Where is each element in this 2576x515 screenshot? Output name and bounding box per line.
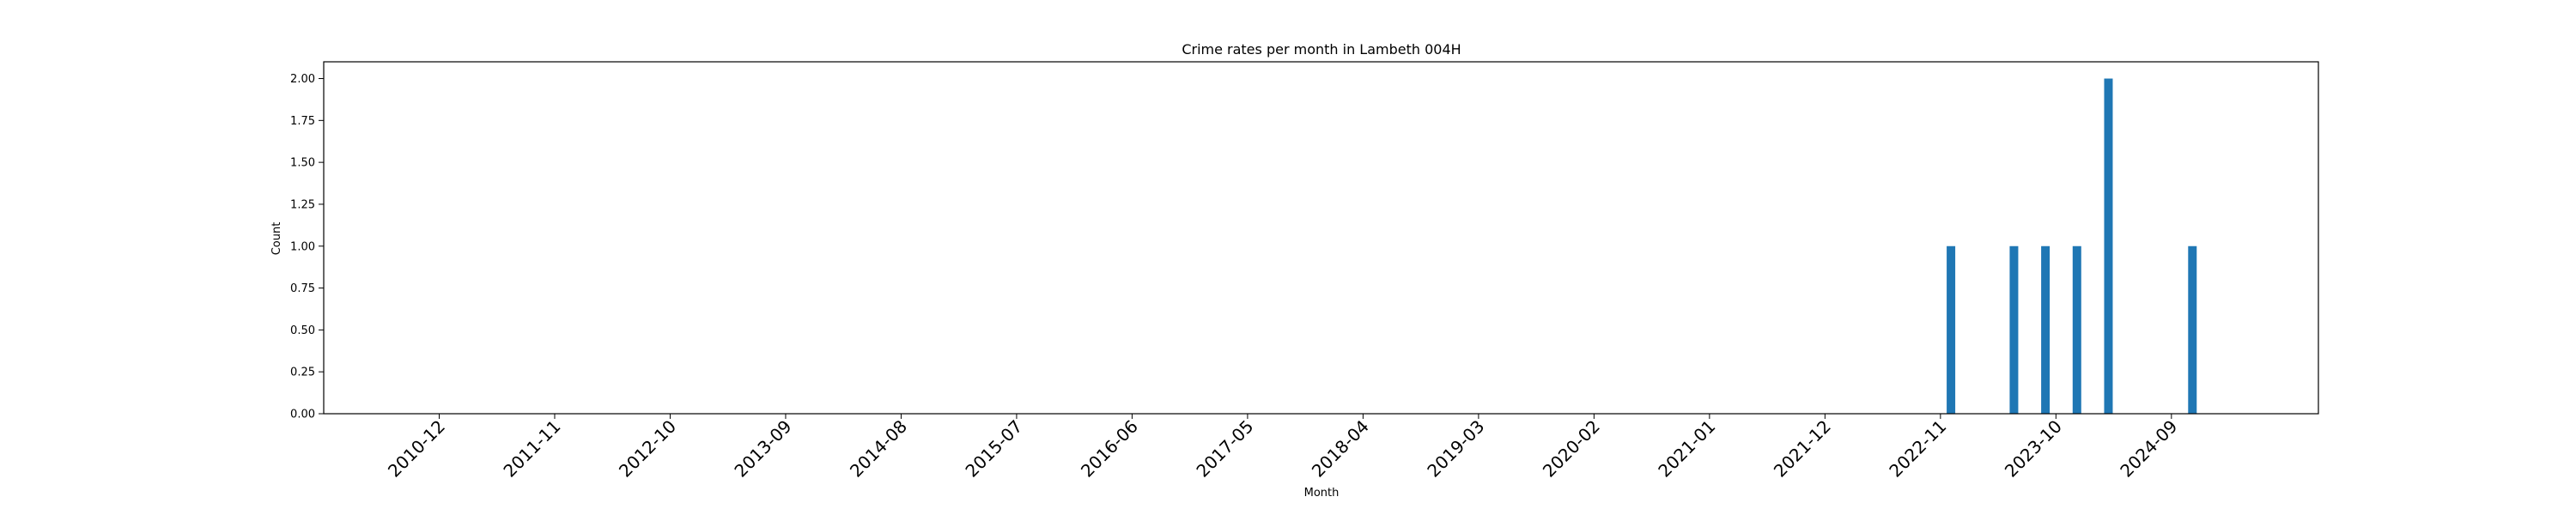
- bar-2024-11: [2188, 245, 2197, 414]
- y-tick-label: 1.50: [290, 157, 315, 170]
- x-tick-label: 2015-07: [961, 416, 1026, 482]
- x-tick-label: 2022-11: [1885, 416, 1950, 482]
- bars: [1947, 78, 2197, 415]
- bar-2023-09: [2041, 245, 2050, 414]
- x-tick-label: 2023-10: [2001, 416, 2066, 482]
- y-tick-label: 1.25: [290, 198, 315, 211]
- x-tick-label: 2018-04: [1308, 416, 1373, 482]
- y-tick-label: 0.00: [290, 409, 315, 421]
- x-tick-label: 2011-11: [499, 416, 564, 482]
- bar-2023-06: [2009, 245, 2019, 414]
- x-axis-label: Month: [1304, 487, 1340, 500]
- x-tick-label: 2010-12: [384, 416, 449, 482]
- x-tick-label: 2021-12: [1770, 416, 1835, 482]
- bar-2022-12: [1947, 245, 1956, 414]
- plot-area-frame: [323, 61, 2319, 415]
- x-axis-ticks: 2010-12 2011-11 2012-10 2013-09 2014-08 2015-…: [384, 414, 2181, 482]
- x-tick-label: 2020-02: [1539, 416, 1604, 482]
- x-tick-label: 2024-09: [2116, 416, 2181, 482]
- chart-title: Crime rates per month in Lambeth 004H: [1182, 41, 1461, 58]
- y-axis-ticks: 0.00 0.25 0.50 0.75 1.00 1.25 1.50 1.75 2.00: [290, 73, 324, 421]
- y-tick-label: 0.25: [290, 367, 315, 379]
- x-tick-label: 2016-06: [1077, 416, 1142, 482]
- y-tick-label: 1.75: [290, 115, 315, 128]
- x-tick-label: 2019-03: [1423, 416, 1488, 482]
- y-tick-label: 0.75: [290, 282, 315, 295]
- x-tick-label: 2021-01: [1654, 416, 1719, 482]
- y-tick-label: 1.00: [290, 240, 315, 253]
- x-tick-label: 2017-05: [1192, 416, 1257, 482]
- bar-2024-03: [2104, 78, 2113, 415]
- y-tick-label: 0.50: [290, 324, 315, 337]
- x-tick-label: 2013-09: [730, 416, 795, 482]
- x-tick-label: 2012-10: [615, 416, 680, 482]
- x-tick-label: 2014-08: [846, 416, 911, 482]
- y-axis-label: Count: [270, 222, 283, 256]
- bar-2023-12: [2072, 245, 2081, 414]
- y-tick-label: 2.00: [290, 73, 315, 86]
